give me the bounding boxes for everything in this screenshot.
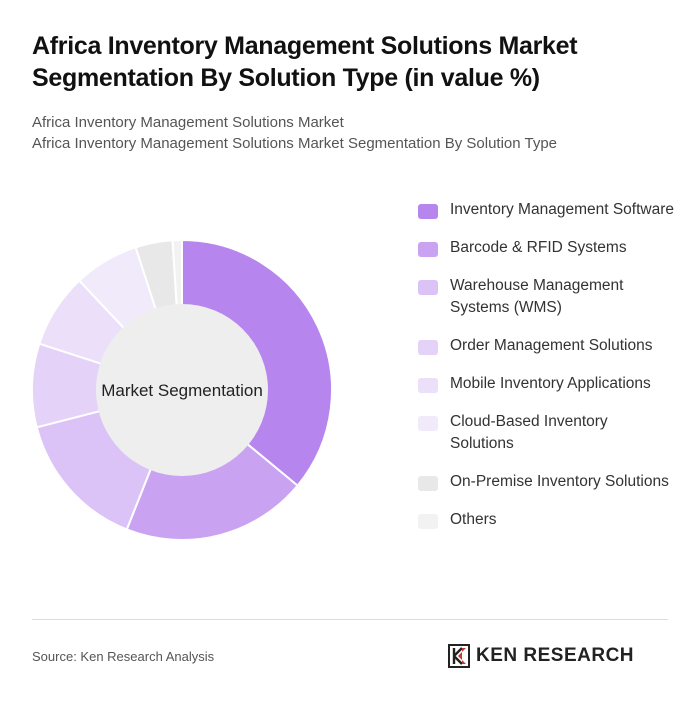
legend-label: Inventory Management Software <box>450 201 675 218</box>
chart-title: Africa Inventory Management Solutions Ma… <box>32 32 578 92</box>
legend-item: Inventory Management Software <box>418 199 688 221</box>
donut-chart: Market Segmentation <box>31 238 333 541</box>
legend-swatch <box>418 280 438 295</box>
legend-item: Barcode & RFID Systems <box>418 237 688 259</box>
legend-swatch <box>418 340 438 355</box>
donut-center-label: Market Segmentation <box>101 381 263 400</box>
legend-label: Mobile Inventory Applications <box>450 375 651 392</box>
legend-label: Barcode & RFID Systems <box>450 239 627 256</box>
legend-label: On-Premise Inventory Solutions <box>450 473 669 490</box>
legend-label: Order Management Solutions <box>450 337 653 354</box>
legend-item: Mobile Inventory Applications <box>418 373 688 395</box>
footer-divider <box>32 619 668 620</box>
ken-research-logo: KEN RESEARCH <box>448 643 634 669</box>
legend-item: Cloud-Based Inventory Solutions <box>418 411 688 455</box>
donut-hole <box>96 304 268 476</box>
chart-subtitle-secondary: Africa Inventory Management Solutions Ma… <box>32 135 558 152</box>
legend-swatch <box>418 242 438 257</box>
chart-subtitle: Africa Inventory Management Solutions Ma… <box>32 114 344 131</box>
legend-item: Warehouse Management Systems (WMS) <box>418 275 688 319</box>
legend-label: Warehouse Management Systems (WMS) <box>450 277 624 316</box>
legend-label: Others <box>450 511 497 528</box>
legend-swatch <box>418 514 438 529</box>
logo-text: KEN RESEARCH <box>476 645 635 666</box>
ken-logo-icon <box>448 644 470 668</box>
legend-swatch <box>418 204 438 219</box>
legend-swatch <box>418 416 438 431</box>
source-note: Source: Ken Research Analysis <box>32 649 215 664</box>
legend-item: On-Premise Inventory Solutions <box>418 471 688 493</box>
legend-item: Order Management Solutions <box>418 335 688 357</box>
chart-legend: Inventory Management Software Barcode & R… <box>418 199 688 547</box>
legend-item: Others <box>418 509 688 531</box>
legend-label: Cloud-Based Inventory Solutions <box>450 413 608 452</box>
legend-swatch <box>418 378 438 393</box>
legend-swatch <box>418 476 438 491</box>
